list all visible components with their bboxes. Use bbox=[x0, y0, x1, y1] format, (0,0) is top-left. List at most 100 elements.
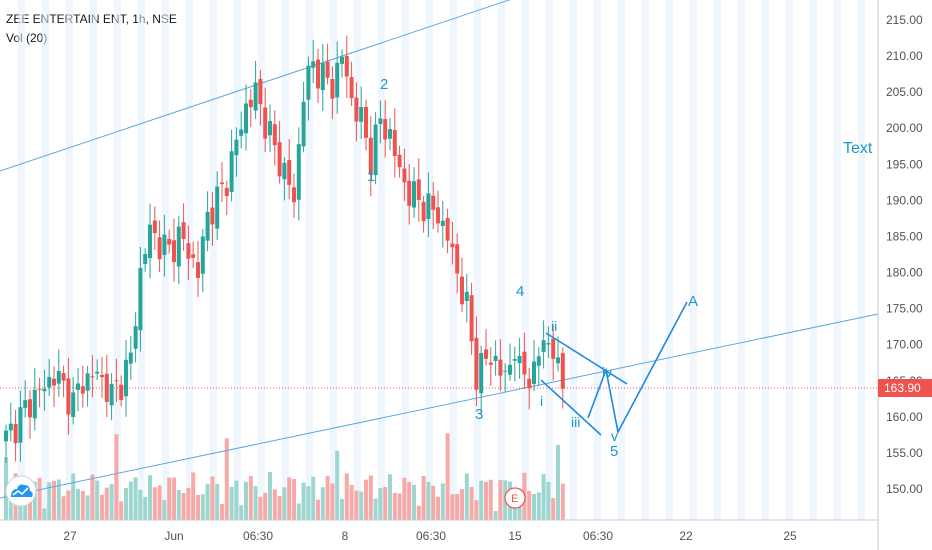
volume-bar bbox=[407, 481, 412, 520]
candle-body bbox=[556, 357, 560, 364]
candle-body bbox=[8, 423, 13, 431]
price-tick-label: 170.00 bbox=[886, 338, 923, 352]
candle-body bbox=[517, 355, 522, 364]
time-tick-label: 06:30 bbox=[243, 529, 273, 543]
candle-body bbox=[349, 77, 354, 99]
candle-body bbox=[234, 139, 239, 156]
candle-body bbox=[253, 82, 258, 111]
volume-bar bbox=[152, 487, 157, 520]
candle-body bbox=[287, 160, 292, 185]
volume-bar bbox=[551, 498, 556, 520]
volume-bar bbox=[205, 483, 210, 520]
candle-body bbox=[416, 179, 421, 200]
candle-body bbox=[330, 79, 335, 99]
candle-body bbox=[128, 352, 133, 364]
candle-body bbox=[402, 168, 407, 183]
price-axis-ticks: 215.00 210.00 205.00 200.00 195.00 190.00 185.… bbox=[886, 13, 923, 496]
volume-bar bbox=[263, 492, 268, 520]
candle-body bbox=[18, 407, 23, 443]
candle-body bbox=[436, 207, 440, 224]
candle-body bbox=[508, 364, 512, 375]
volume-bar bbox=[436, 496, 440, 520]
candle-body bbox=[541, 340, 546, 352]
time-axis-ticks[interactable]: 27 Jun 06:30 8 06:30 15 06:30 22 25 bbox=[63, 529, 797, 543]
wave-label-3: 3 bbox=[475, 406, 483, 423]
candle-body bbox=[469, 295, 474, 342]
price-tick-label: 200.00 bbox=[886, 121, 923, 135]
session-stripe bbox=[498, 0, 505, 520]
candle-body bbox=[359, 107, 364, 122]
session-stripe bbox=[402, 0, 409, 520]
volume-bar bbox=[32, 481, 37, 520]
volume-bar bbox=[373, 498, 378, 520]
time-tick-label: 25 bbox=[783, 529, 797, 543]
time-tick-label: 22 bbox=[679, 529, 693, 543]
earnings-marker[interactable]: E bbox=[504, 487, 526, 509]
volume-bar bbox=[416, 505, 421, 520]
candle-body bbox=[191, 254, 196, 258]
volume-bar bbox=[181, 492, 186, 520]
session-stripe bbox=[234, 0, 241, 520]
volume-bar bbox=[61, 496, 66, 520]
volume-bar bbox=[301, 482, 306, 520]
candle-body bbox=[551, 338, 556, 359]
candle-body bbox=[383, 119, 388, 140]
wave-drawing-sub-upper[interactable] bbox=[545, 332, 628, 385]
candle-body bbox=[148, 224, 152, 259]
volume-bar bbox=[532, 494, 536, 520]
volume-bar bbox=[56, 479, 61, 520]
price-axis[interactable] bbox=[878, 0, 932, 550]
candle-body bbox=[229, 151, 234, 193]
volume-bar bbox=[124, 487, 128, 520]
candle-body bbox=[95, 371, 100, 374]
volume-bar bbox=[80, 490, 85, 520]
candle-body bbox=[512, 359, 517, 361]
candle-body bbox=[378, 118, 383, 125]
session-stripe bbox=[690, 0, 697, 520]
volume-bar bbox=[325, 476, 330, 520]
volume-bar bbox=[95, 480, 100, 520]
volume-bar bbox=[220, 504, 224, 520]
wave-drawing-iv-v[interactable] bbox=[587, 301, 688, 435]
volume-bar bbox=[268, 472, 272, 520]
session-stripe bbox=[306, 0, 313, 520]
volume-bar bbox=[114, 434, 119, 520]
session-stripe bbox=[378, 0, 385, 520]
session-stripe bbox=[618, 0, 625, 520]
candle-body bbox=[498, 359, 503, 376]
volume-bar bbox=[162, 500, 167, 520]
volume-bar bbox=[311, 476, 316, 520]
candle-body bbox=[397, 154, 402, 168]
volume-bar bbox=[37, 477, 42, 520]
candle-body bbox=[493, 355, 498, 361]
volume-bar bbox=[258, 497, 263, 520]
candle-body bbox=[176, 226, 181, 267]
volume-bar bbox=[186, 487, 191, 520]
volume-bar bbox=[383, 486, 388, 520]
volume-bar bbox=[316, 499, 320, 520]
candle-body bbox=[335, 62, 340, 98]
volume-indicator-label[interactable]: Vol (20) bbox=[6, 31, 48, 45]
candle-body bbox=[325, 61, 330, 78]
candle-body bbox=[488, 362, 493, 365]
text-annotation[interactable]: Text bbox=[843, 140, 873, 157]
volume-bar bbox=[330, 483, 335, 520]
time-tick-label: 8 bbox=[342, 529, 349, 543]
candle-body bbox=[71, 392, 76, 417]
candle-body bbox=[85, 373, 90, 391]
volume-bar bbox=[412, 484, 416, 520]
session-stripe bbox=[162, 0, 169, 520]
candle-body bbox=[119, 384, 124, 400]
candle-body bbox=[76, 383, 80, 390]
tradingview-logo[interactable] bbox=[5, 475, 37, 507]
lower-channel-line[interactable] bbox=[0, 313, 879, 499]
volume-bar bbox=[296, 503, 301, 520]
wave-label-a: A bbox=[688, 293, 698, 310]
candle-body bbox=[56, 370, 61, 384]
volume-bar bbox=[402, 477, 407, 520]
price-tick-label: 195.00 bbox=[886, 157, 923, 171]
wave-drawing-sub[interactable] bbox=[540, 379, 602, 436]
volume-bar bbox=[484, 481, 488, 520]
candle-body bbox=[124, 359, 128, 397]
